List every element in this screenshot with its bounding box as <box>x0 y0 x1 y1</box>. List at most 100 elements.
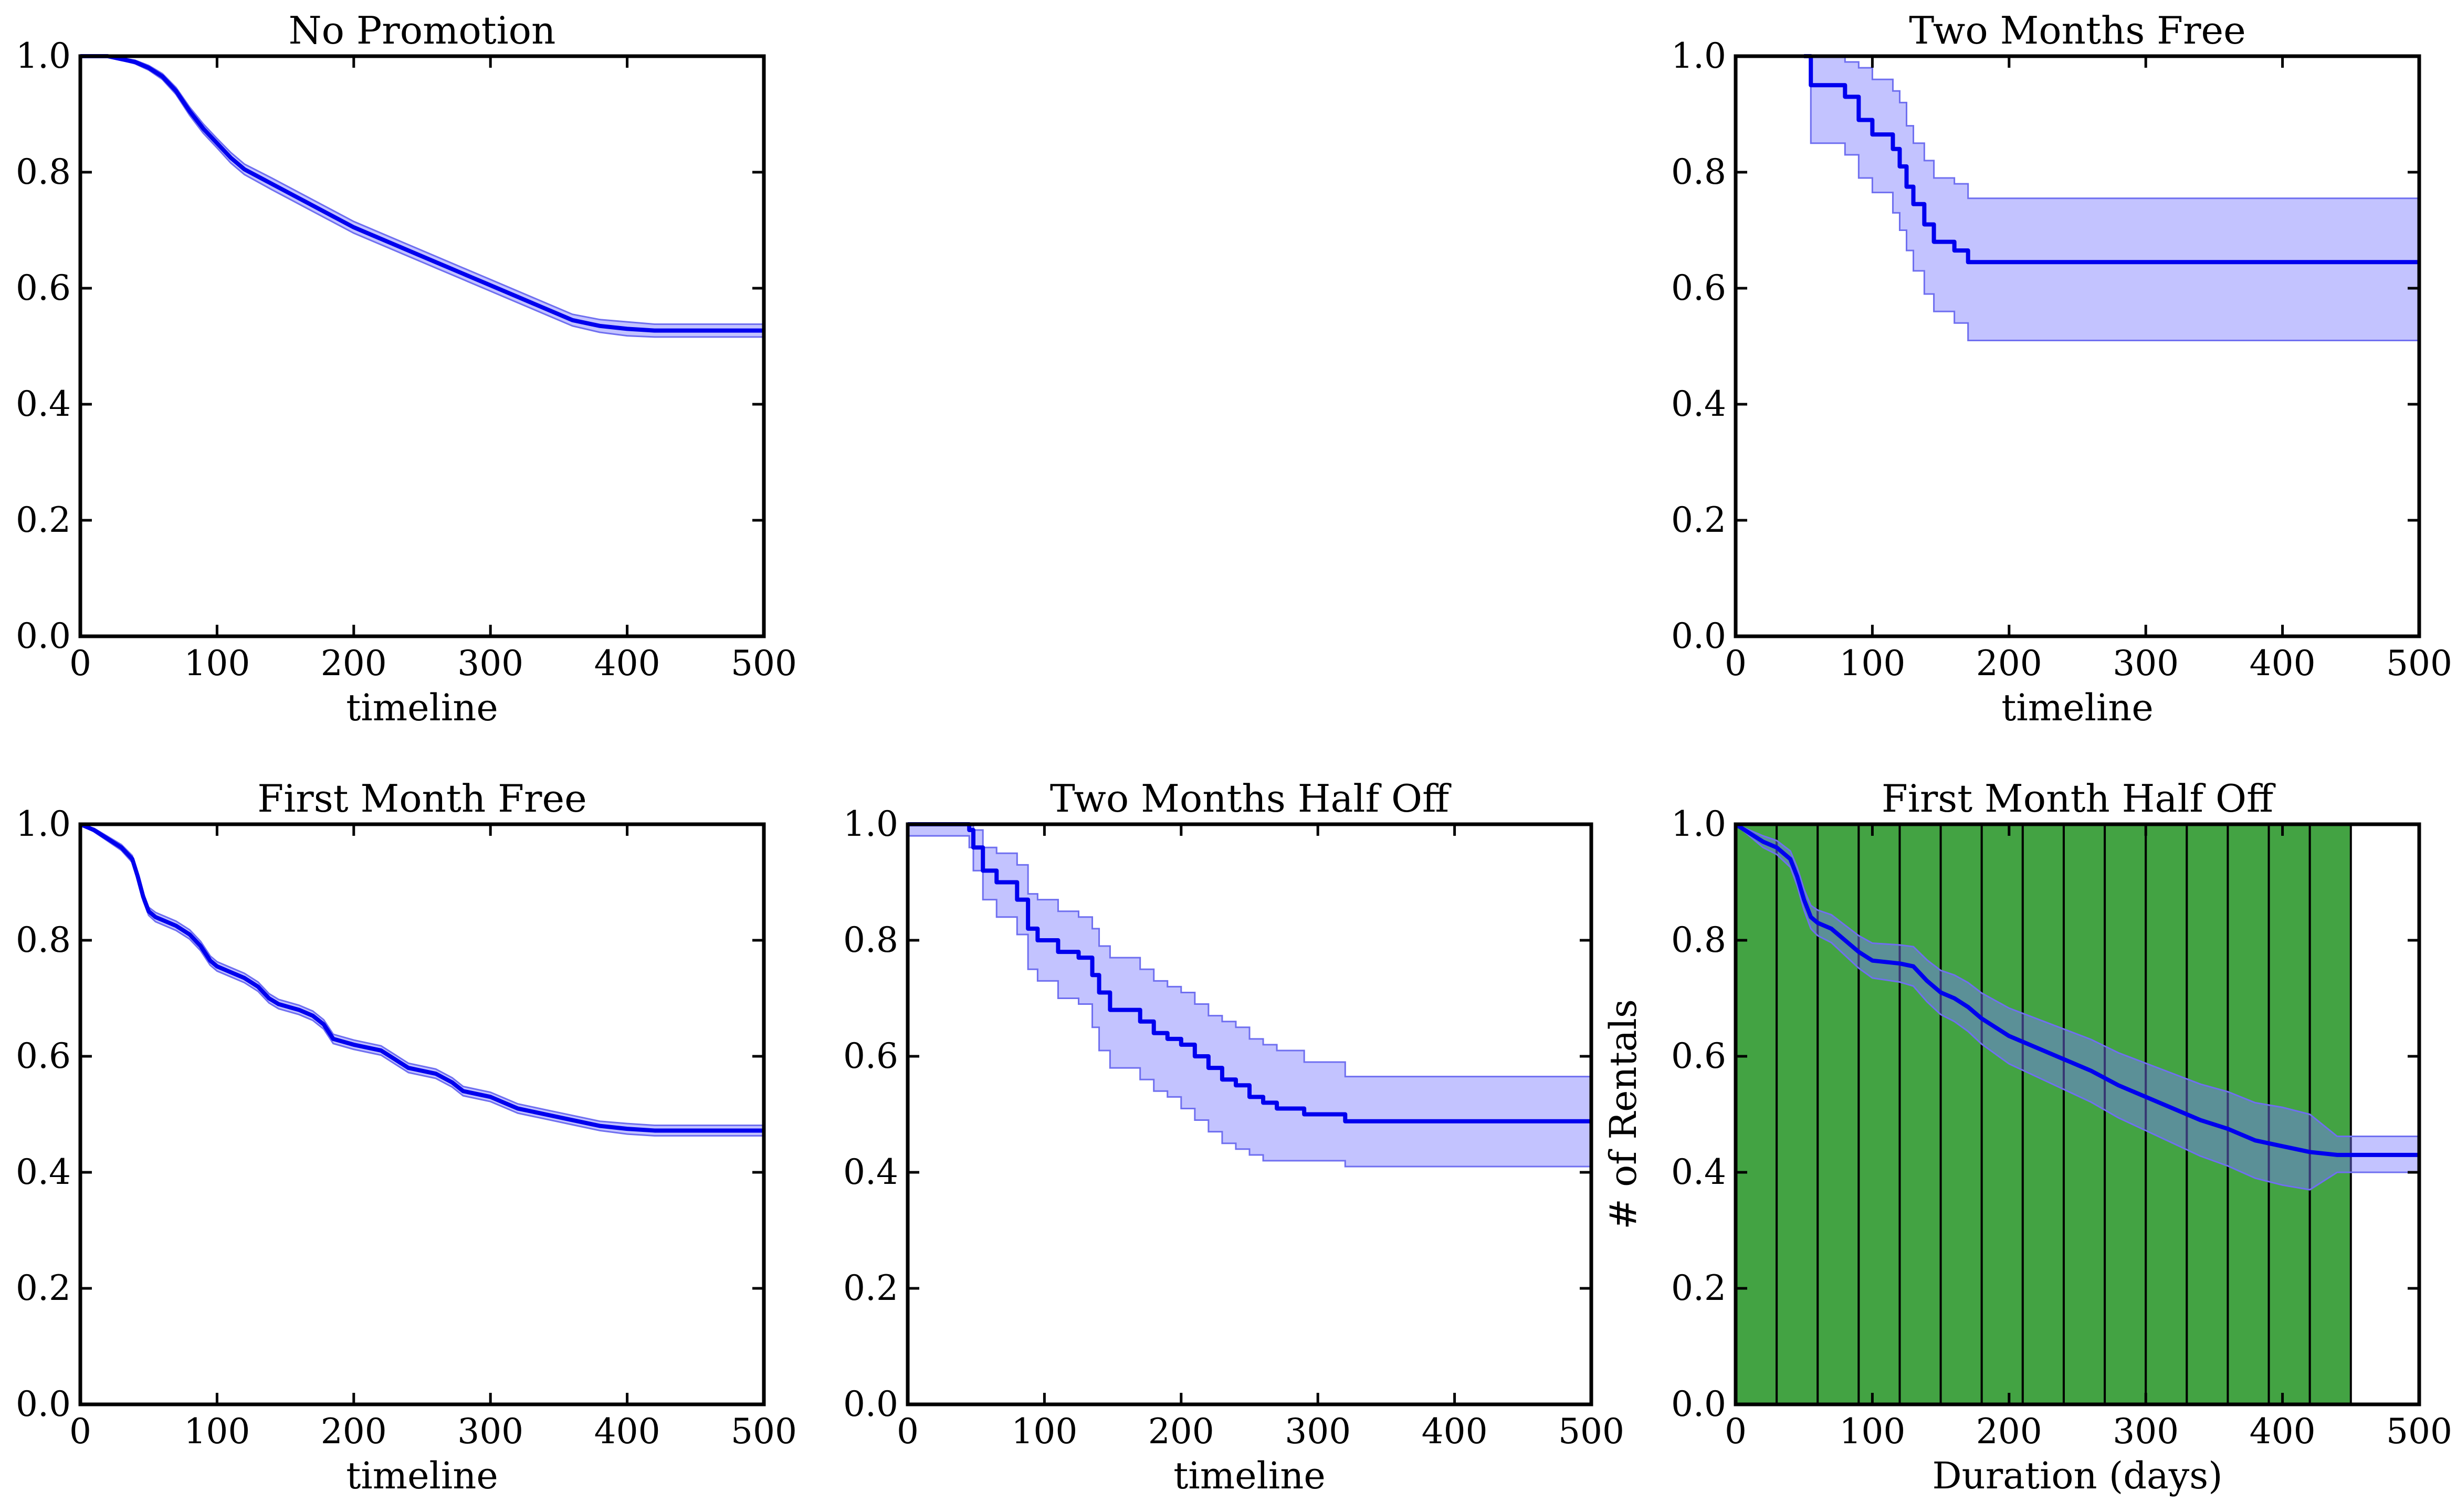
y-tick-label: 1.0 <box>16 36 71 76</box>
chart-title: First Month Half Off <box>1882 776 2276 821</box>
y-axis-label: # of Rentals <box>1602 999 1645 1230</box>
survival-line <box>1734 822 2419 1157</box>
y-tick-label: 0.8 <box>1671 152 1726 192</box>
y-tick-label: 0.2 <box>1671 1268 1726 1308</box>
bar <box>2267 823 2311 1405</box>
plot-frame <box>1734 822 2421 1406</box>
chart-two-months-half-off: 0 100 200 300 400 500 0.0 0.2 0.4 0.6 0.8 1.0 Two Mo… <box>843 776 1624 1497</box>
y-tick-label: 0.4 <box>843 1152 898 1192</box>
bar <box>1857 823 1901 1405</box>
x-tick-label: 0 <box>1725 643 1747 684</box>
chart-title: No Promotion <box>289 8 556 52</box>
y-tick-label: 0.2 <box>16 1268 71 1308</box>
bar <box>2062 823 2106 1405</box>
plot-frame <box>1734 54 2421 638</box>
survival-line <box>908 822 1591 1124</box>
y-tick-label: 0.6 <box>16 1036 71 1076</box>
y-tick-label: 0.4 <box>1671 384 1726 424</box>
chart-no-promotion: 0 100 200 300 400 500 0.0 0.2 0.4 0.6 0.8 1.0 No Pro… <box>16 8 797 729</box>
y-tick-label: 0.4 <box>16 384 71 424</box>
confidence-band <box>907 823 1592 1168</box>
x-tick-label: 100 <box>1839 1411 1905 1452</box>
x-tick-label: 0 <box>69 643 91 684</box>
chart-first-month-half-off: 0 100 200 300 400 500 0.0 0.2 0.4 0.6 0.8 1.0 First … <box>1602 776 2452 1497</box>
y-tick-label: 0.0 <box>16 616 71 656</box>
x-tick-label: 500 <box>2386 643 2452 684</box>
x-tick-label: 300 <box>2113 643 2179 684</box>
y-tick-label: 1.0 <box>1671 804 1726 844</box>
bar <box>1776 823 1819 1405</box>
chart-title: Two Months Free <box>1909 8 2246 52</box>
bar <box>2145 823 2188 1405</box>
plot-frame <box>906 822 1593 1406</box>
x-axis-label: timeline <box>2001 686 2154 729</box>
y-tick-label: 0.6 <box>843 1036 898 1076</box>
y-tick-label: 0.0 <box>1671 616 1726 656</box>
survival-line <box>80 54 764 333</box>
x-tick-label: 500 <box>2386 1411 2452 1452</box>
x-tick-label: 300 <box>1285 1411 1351 1452</box>
x-tick-label: 0 <box>69 1411 91 1452</box>
chart-first-month-free: 0 100 200 300 400 500 0.0 0.2 0.4 0.6 0.8 1.0 First … <box>16 776 797 1497</box>
x-tick-label: 0 <box>1725 1411 1747 1452</box>
y-tick-label: 0.2 <box>843 1268 898 1308</box>
x-tick-label: 400 <box>594 1411 660 1452</box>
y-tick-label: 0.8 <box>16 920 71 960</box>
x-tick-label: 100 <box>1011 1411 1077 1452</box>
x-axis-label: Duration (days) <box>1932 1454 2222 1497</box>
y-tick-label: 0.0 <box>843 1384 898 1424</box>
x-tick-label: 400 <box>594 643 660 684</box>
x-tick-label: 400 <box>1422 1411 1488 1452</box>
confidence-band <box>1804 55 2420 341</box>
confidence-band <box>80 823 765 1137</box>
y-tick-label: 0.4 <box>1671 1152 1726 1192</box>
x-tick-label: 300 <box>457 1411 523 1452</box>
y-tick-label: 0.2 <box>1671 500 1726 540</box>
x-tick-label: 200 <box>321 1411 387 1452</box>
y-tick-label: 1.0 <box>1671 36 1726 76</box>
bar <box>1735 823 1778 1405</box>
x-tick-label: 100 <box>184 1411 250 1452</box>
plot-frame <box>78 822 766 1406</box>
bar <box>1939 823 1983 1405</box>
y-tick-label: 1.0 <box>16 804 71 844</box>
y-tick-label: 0.8 <box>16 152 71 192</box>
x-tick-label: 200 <box>1148 1411 1214 1452</box>
x-tick-label: 100 <box>1839 643 1905 684</box>
y-tick-label: 0.6 <box>16 268 71 308</box>
x-axis-label: timeline <box>1173 1454 1326 1497</box>
x-tick-label: 500 <box>731 643 797 684</box>
x-tick-label: 200 <box>321 643 387 684</box>
x-tick-label: 400 <box>2250 643 2316 684</box>
x-tick-label: 200 <box>1976 1411 2042 1452</box>
bar <box>1980 823 2024 1405</box>
y-tick-label: 0.0 <box>1671 1384 1726 1424</box>
survival-line <box>1804 54 2419 265</box>
y-tick-label: 0.8 <box>1671 920 1726 960</box>
y-tick-label: 0.0 <box>16 1384 71 1424</box>
chart-title: First Month Free <box>257 776 586 821</box>
x-axis-label: timeline <box>346 686 498 729</box>
x-tick-label: 200 <box>1976 643 2042 684</box>
x-tick-label: 100 <box>184 643 250 684</box>
y-tick-label: 0.6 <box>1671 268 1726 308</box>
y-tick-label: 0.6 <box>1671 1036 1726 1076</box>
chart-title: Two Months Half Off <box>1050 776 1452 821</box>
x-tick-label: 0 <box>897 1411 919 1452</box>
chart-two-months-free: 0 100 200 300 400 500 0.0 0.2 0.4 0.6 0.8 1.0 Two Mo… <box>1671 8 2452 729</box>
y-tick-label: 0.2 <box>16 500 71 540</box>
bar <box>1816 823 1860 1405</box>
bar <box>2308 823 2352 1405</box>
x-tick-label: 500 <box>1558 1411 1624 1452</box>
survival-line <box>79 822 764 1133</box>
x-axis-label: timeline <box>346 1454 498 1497</box>
y-tick-label: 1.0 <box>843 804 898 844</box>
x-tick-label: 500 <box>731 1411 797 1452</box>
x-tick-label: 300 <box>457 643 523 684</box>
x-tick-label: 300 <box>2113 1411 2179 1452</box>
y-tick-label: 0.4 <box>16 1152 71 1192</box>
bar <box>2021 823 2065 1405</box>
plot-frame <box>78 54 766 638</box>
y-tick-label: 0.8 <box>843 920 898 960</box>
